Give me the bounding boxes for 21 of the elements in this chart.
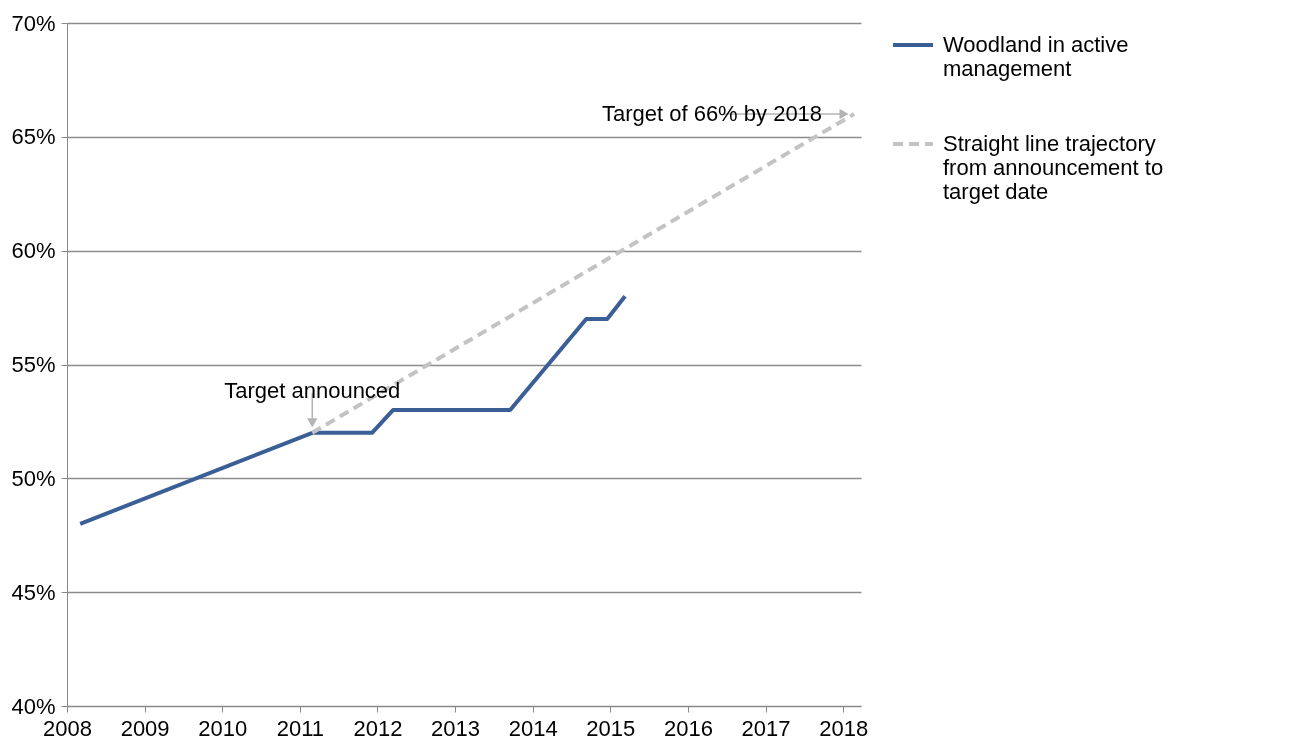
x-tick-label: 2012 [353,715,403,741]
y-tick-label: 45% [11,579,56,605]
x-tick-label: 2010 [198,715,248,741]
line-series [78,294,628,526]
legend-label: Woodland in active management [943,32,1129,81]
legend-label: Straight line trajectory from announcement to target date [943,131,1164,204]
y-tick-label: 60% [11,238,56,264]
y-tick-label: 70% [11,10,56,36]
x-tick-label: 2016 [663,715,713,741]
x-tick-label: 2015 [586,715,636,741]
x-tick-label: 2013 [431,715,481,741]
x-tick-label: 2017 [741,715,791,741]
y-tick-label: 55% [11,352,56,377]
annotation: Target of 66% by 2018 [601,101,823,127]
annotation: Target announced [224,377,401,403]
y-tick-label: 65% [11,124,56,150]
x-tick-label: 2018 [819,715,869,741]
x-tick-label: 2014 [508,715,558,741]
y-tick-label: 50% [11,465,56,491]
x-tick-label: 2011 [276,715,324,741]
x-tick-label: 2009 [120,715,170,741]
